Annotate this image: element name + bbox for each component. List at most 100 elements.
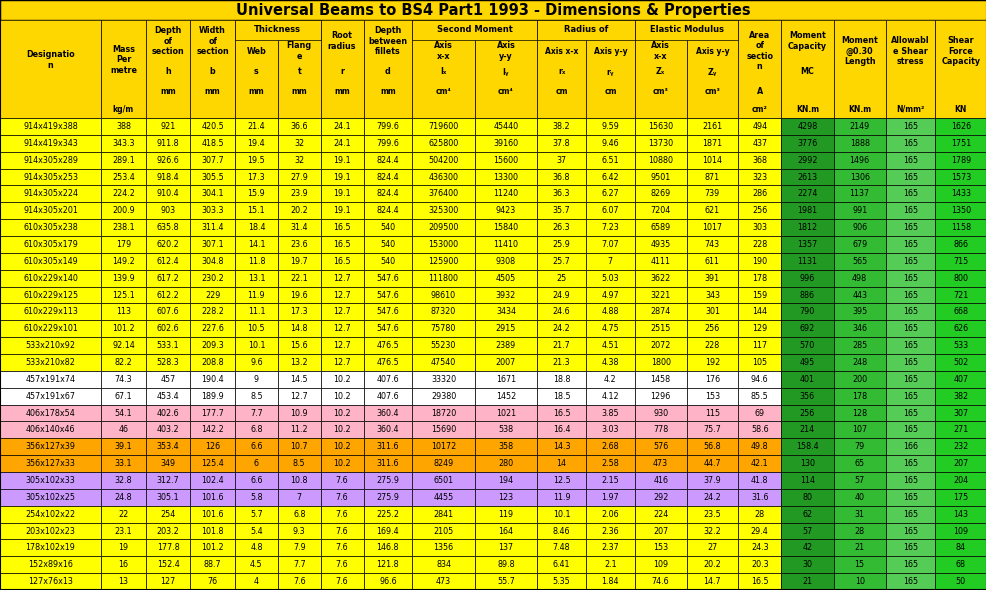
- Text: 232: 232: [952, 442, 967, 451]
- Text: 158.4: 158.4: [796, 442, 817, 451]
- Bar: [536, 20, 586, 118]
- Text: Elastic Modulus: Elastic Modulus: [649, 25, 723, 34]
- Bar: [634, 539, 686, 556]
- Bar: [832, 135, 885, 152]
- Text: mm: mm: [334, 87, 350, 96]
- Text: 457x191x67: 457x191x67: [26, 392, 76, 401]
- Bar: [277, 573, 320, 590]
- Text: 153: 153: [653, 543, 668, 552]
- Bar: [277, 202, 320, 219]
- Text: 14.7: 14.7: [703, 577, 721, 586]
- Bar: [738, 287, 780, 303]
- Text: 254x102x22: 254x102x22: [26, 510, 76, 519]
- Text: 824.4: 824.4: [377, 172, 398, 182]
- Bar: [934, 489, 986, 506]
- Text: 33.1: 33.1: [114, 459, 132, 468]
- Bar: [146, 320, 190, 337]
- Text: 228.2: 228.2: [201, 307, 224, 316]
- Bar: [885, 287, 934, 303]
- Text: 11.9: 11.9: [552, 493, 570, 502]
- Bar: [0, 388, 101, 405]
- Text: 2992: 2992: [797, 156, 816, 165]
- Bar: [190, 135, 235, 152]
- Text: 15840: 15840: [493, 223, 518, 232]
- Bar: [146, 169, 190, 185]
- Bar: [474, 320, 536, 337]
- Text: 58.6: 58.6: [750, 425, 768, 434]
- Bar: [0, 253, 101, 270]
- Bar: [412, 472, 474, 489]
- Bar: [832, 287, 885, 303]
- Text: 207: 207: [653, 526, 668, 536]
- Bar: [536, 421, 586, 438]
- Bar: [634, 270, 686, 287]
- Bar: [738, 421, 780, 438]
- Text: 12.7: 12.7: [333, 290, 351, 300]
- Bar: [412, 287, 474, 303]
- Text: 166: 166: [902, 442, 917, 451]
- Text: 159: 159: [751, 290, 766, 300]
- Bar: [363, 185, 412, 202]
- Bar: [934, 202, 986, 219]
- Bar: [536, 438, 586, 455]
- Bar: [934, 236, 986, 253]
- Bar: [634, 185, 686, 202]
- Text: 57: 57: [802, 526, 811, 536]
- Bar: [101, 20, 146, 118]
- Bar: [586, 20, 634, 118]
- Bar: [586, 388, 634, 405]
- Text: KN.m: KN.m: [847, 104, 871, 113]
- Bar: [686, 438, 738, 455]
- Text: 1458: 1458: [650, 375, 670, 384]
- Bar: [363, 337, 412, 354]
- Text: 165: 165: [902, 257, 917, 266]
- Text: Root
radius: Root radius: [327, 31, 356, 51]
- Text: 175: 175: [952, 493, 967, 502]
- Text: 407: 407: [952, 375, 967, 384]
- Bar: [320, 337, 363, 354]
- Bar: [190, 202, 235, 219]
- Text: d: d: [385, 67, 390, 77]
- Bar: [586, 539, 634, 556]
- Text: Zₓ: Zₓ: [656, 67, 665, 77]
- Text: 7.9: 7.9: [293, 543, 306, 552]
- Bar: [277, 270, 320, 287]
- Bar: [780, 152, 832, 169]
- Text: 311.6: 311.6: [377, 442, 398, 451]
- Text: 28: 28: [854, 526, 864, 536]
- Bar: [738, 472, 780, 489]
- Bar: [0, 421, 101, 438]
- Bar: [146, 135, 190, 152]
- Text: 165: 165: [902, 274, 917, 283]
- Bar: [146, 506, 190, 523]
- Bar: [738, 320, 780, 337]
- Text: 105: 105: [751, 358, 766, 367]
- Bar: [780, 185, 832, 202]
- Bar: [832, 118, 885, 135]
- Bar: [235, 202, 277, 219]
- Bar: [320, 556, 363, 573]
- Text: 29.4: 29.4: [750, 526, 768, 536]
- Bar: [536, 371, 586, 388]
- Bar: [832, 20, 885, 118]
- Text: 395: 395: [851, 307, 867, 316]
- Bar: [586, 556, 634, 573]
- Text: 165: 165: [902, 493, 917, 502]
- Text: 85.5: 85.5: [750, 392, 768, 401]
- Bar: [101, 388, 146, 405]
- Text: 177.7: 177.7: [201, 408, 224, 418]
- Text: 18.8: 18.8: [552, 375, 570, 384]
- Bar: [320, 455, 363, 472]
- Bar: [780, 320, 832, 337]
- Text: Depth
between
fillets: Depth between fillets: [368, 26, 407, 56]
- Text: 36.8: 36.8: [552, 172, 570, 182]
- Text: 528.3: 528.3: [157, 358, 179, 367]
- Bar: [634, 135, 686, 152]
- Text: 824.4: 824.4: [377, 206, 398, 215]
- Bar: [686, 185, 738, 202]
- Text: 323: 323: [751, 172, 766, 182]
- Text: h: h: [165, 67, 171, 77]
- Bar: [277, 118, 320, 135]
- Text: kg/m: kg/m: [112, 104, 134, 113]
- Text: 21.4: 21.4: [247, 122, 265, 131]
